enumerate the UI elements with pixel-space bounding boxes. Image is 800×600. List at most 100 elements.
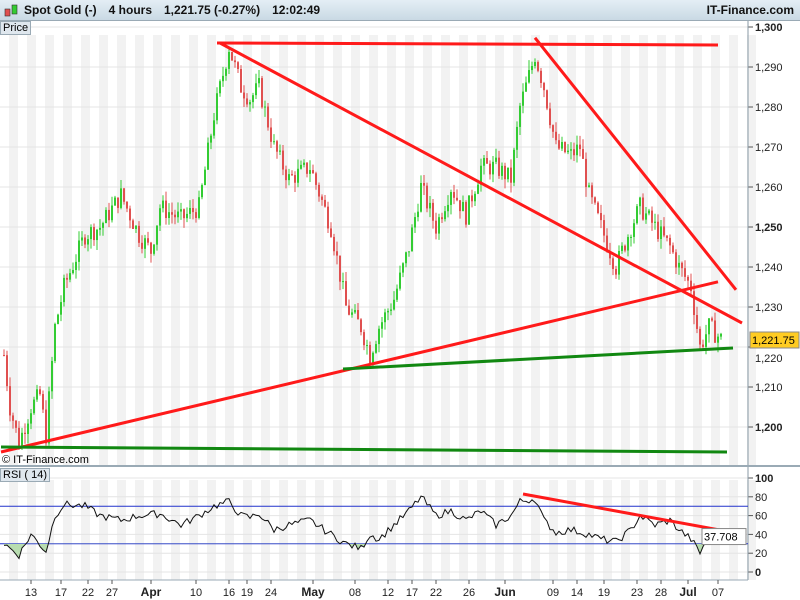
candle-body [408, 251, 410, 253]
x-axis-label: 17 [406, 587, 418, 599]
candle-body [204, 169, 206, 186]
candle-body [555, 131, 557, 141]
candle-body [564, 142, 566, 153]
x-axis-label: May [301, 585, 325, 599]
candle-body [381, 322, 383, 329]
candle-body [282, 150, 284, 170]
candle-body [312, 170, 314, 174]
candle-body [480, 165, 482, 185]
candle-body [483, 158, 485, 166]
candle-body [354, 310, 356, 313]
day-stripe [279, 35, 288, 465]
candle-body [219, 81, 221, 94]
day-stripe [369, 480, 378, 580]
candle-body [111, 205, 113, 221]
candle-body [129, 208, 131, 221]
candle-body [426, 185, 428, 209]
brand: IT-Finance.com [706, 3, 794, 17]
candle-body [414, 217, 416, 228]
candle-body [708, 318, 710, 335]
day-stripe [729, 35, 738, 465]
candle-body [393, 299, 395, 310]
candle-body [246, 98, 248, 105]
candle-body [402, 263, 404, 273]
candle-body [3, 355, 5, 356]
day-stripe [531, 480, 540, 580]
candle-body [36, 389, 38, 400]
rsi-axis-label: 40 [755, 529, 767, 541]
candle-body [492, 161, 494, 175]
candle-body [618, 250, 620, 275]
candle-body [558, 140, 560, 149]
candle-body [531, 66, 533, 71]
candle-body [453, 192, 455, 198]
candle-body [123, 188, 125, 202]
day-stripe [27, 480, 36, 580]
candle-body [594, 197, 596, 203]
candle-body [720, 333, 722, 337]
candle-body [639, 197, 641, 207]
candle-body [462, 202, 464, 212]
x-axis-label: 07 [712, 587, 724, 599]
candle-body [126, 201, 128, 209]
x-axis-label: 23 [631, 587, 643, 599]
last-rsi-badge [701, 528, 747, 546]
day-stripe [315, 35, 324, 465]
candle-body [252, 95, 254, 103]
candle-body [429, 202, 431, 209]
day-stripe [99, 35, 108, 465]
candle-body [516, 126, 518, 150]
candle-body [642, 197, 644, 220]
candle-body [711, 318, 713, 321]
candle-body [291, 174, 293, 176]
candle-body [423, 182, 425, 186]
candle-body [306, 162, 308, 174]
timeframe: 4 hours [108, 3, 152, 17]
candle-body [27, 423, 29, 434]
candle-body [120, 188, 122, 208]
candle-body [561, 142, 563, 149]
candle-body [660, 226, 662, 240]
candle-body [132, 220, 134, 229]
day-stripe [207, 480, 216, 580]
day-stripe [117, 480, 126, 580]
day-stripe [207, 35, 216, 465]
candle-body [63, 277, 65, 303]
day-stripe [459, 35, 468, 465]
day-stripe [225, 480, 234, 580]
candle-body [339, 255, 341, 282]
candle-body [636, 206, 638, 224]
candle-body [645, 213, 647, 220]
candle-body [528, 70, 530, 83]
candle-body [600, 213, 602, 221]
candle-body [651, 210, 653, 223]
day-stripe [693, 480, 702, 580]
day-stripe [117, 35, 126, 465]
candle-body [603, 220, 605, 236]
candle-body [678, 262, 680, 268]
day-stripe [693, 35, 702, 465]
copyright: © IT-Finance.com [2, 454, 89, 466]
day-stripe [495, 480, 504, 580]
day-stripe [99, 480, 108, 580]
candle-body [441, 217, 443, 220]
day-stripe [297, 480, 306, 580]
candle-body [648, 210, 650, 214]
day-stripe [315, 480, 324, 580]
candle-body [534, 62, 536, 67]
candle-body [468, 195, 470, 225]
day-stripe [549, 35, 558, 465]
candle-body [498, 157, 500, 176]
x-axis-label: 22 [430, 587, 442, 599]
day-stripe [63, 480, 72, 580]
candlestick-logo-icon [4, 3, 20, 18]
price-axis-label: 1,260 [755, 182, 783, 194]
day-stripe [171, 35, 180, 465]
candle-body [261, 78, 263, 108]
candle-body [522, 91, 524, 106]
candle-body [30, 413, 32, 424]
candle-body [99, 227, 101, 230]
candle-body [537, 62, 539, 71]
candle-body [513, 149, 515, 183]
